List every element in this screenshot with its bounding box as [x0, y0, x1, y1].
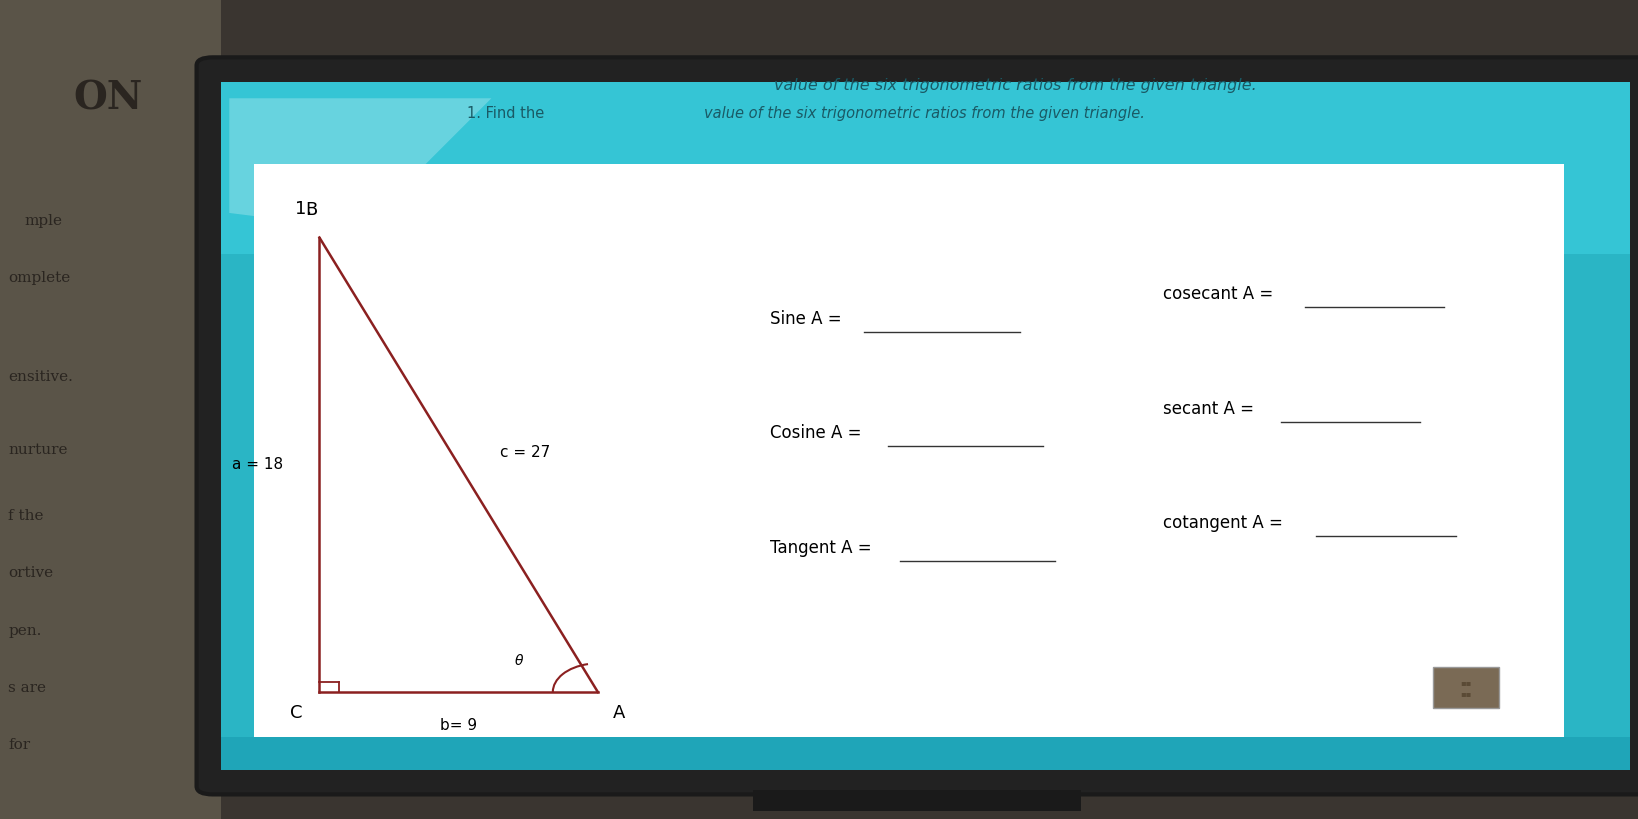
Text: Tangent A =: Tangent A = — [770, 539, 871, 557]
Text: A: A — [613, 704, 626, 722]
Text: 1. Find the: 1. Find the — [467, 106, 544, 120]
Text: ON: ON — [74, 79, 143, 117]
Text: C: C — [290, 704, 303, 722]
Text: cotangent A =: cotangent A = — [1163, 514, 1283, 532]
Text: mple: mple — [25, 214, 62, 229]
Text: pen.: pen. — [8, 623, 41, 638]
Bar — [221, 737, 1630, 770]
Text: ensitive.: ensitive. — [8, 369, 74, 384]
Text: value of the six trigonometric ratios from the given triangle.: value of the six trigonometric ratios fr… — [704, 106, 1145, 120]
Text: c = 27: c = 27 — [500, 445, 550, 460]
Text: b= 9: b= 9 — [441, 718, 477, 733]
Text: ▪▪
▪▪: ▪▪ ▪▪ — [1461, 678, 1471, 698]
Text: Sine A =: Sine A = — [770, 310, 842, 328]
Text: Cosine A =: Cosine A = — [770, 424, 862, 442]
Text: B: B — [305, 201, 318, 219]
Text: f the: f the — [8, 509, 44, 523]
Bar — [753, 790, 1081, 811]
Bar — [835, 778, 999, 811]
Bar — [221, 82, 1630, 254]
Text: ortive: ortive — [8, 566, 54, 581]
Bar — [254, 164, 1564, 737]
Bar — [1433, 667, 1499, 708]
Text: s are: s are — [8, 681, 46, 695]
Text: nurture: nurture — [8, 443, 67, 458]
FancyBboxPatch shape — [197, 57, 1638, 794]
Text: 1.: 1. — [295, 200, 311, 218]
Bar — [221, 82, 1630, 770]
Text: θ: θ — [514, 654, 524, 668]
Polygon shape — [229, 98, 491, 229]
Text: cosecant A =: cosecant A = — [1163, 285, 1273, 303]
Bar — [0, 0, 221, 819]
Text: omplete: omplete — [8, 271, 70, 286]
Text: value of the six trigonometric ratios from the given triangle.: value of the six trigonometric ratios fr… — [775, 79, 1256, 93]
Text: for: for — [8, 738, 31, 753]
Text: secant A =: secant A = — [1163, 400, 1255, 418]
Text: a = 18: a = 18 — [233, 457, 283, 473]
